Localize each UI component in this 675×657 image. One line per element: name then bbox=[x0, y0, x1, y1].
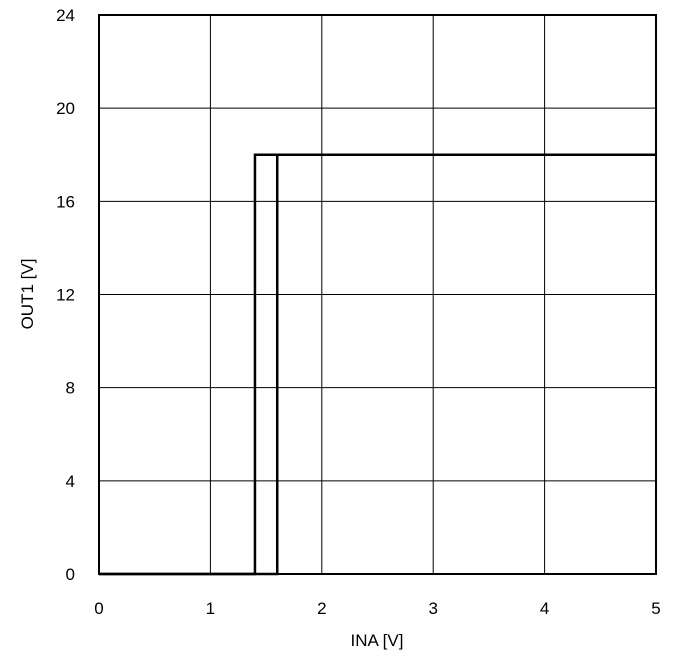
x-axis-title: INA [V] bbox=[351, 631, 404, 650]
plot-frame bbox=[98, 14, 657, 575]
y-tick-label-24: 24 bbox=[56, 6, 75, 25]
x-tick-label-1: 1 bbox=[206, 599, 215, 618]
series-line-2 bbox=[99, 153, 656, 576]
x-tick-labels: 0 1 2 3 4 5 bbox=[94, 599, 660, 618]
x-tick-label-0: 0 bbox=[94, 599, 103, 618]
series-line-1 bbox=[99, 153, 656, 576]
y-tick-label-12: 12 bbox=[56, 286, 75, 305]
y-tick-label-16: 16 bbox=[56, 192, 75, 211]
x-tick-label-4: 4 bbox=[540, 599, 549, 618]
frame-layer bbox=[98, 14, 657, 575]
y-tick-label-0: 0 bbox=[66, 565, 75, 584]
grid-layer bbox=[99, 15, 656, 574]
y-axis-title: OUT1 [V] bbox=[18, 259, 37, 330]
x-tick-label-5: 5 bbox=[651, 599, 660, 618]
y-tick-label-8: 8 bbox=[66, 379, 75, 398]
y-tick-labels: 0 4 8 12 16 20 24 bbox=[56, 6, 75, 584]
y-tick-label-20: 20 bbox=[56, 99, 75, 118]
x-tick-label-2: 2 bbox=[317, 599, 326, 618]
x-tick-label-3: 3 bbox=[428, 599, 437, 618]
y-tick-label-4: 4 bbox=[66, 472, 75, 491]
series-layer bbox=[99, 153, 656, 576]
